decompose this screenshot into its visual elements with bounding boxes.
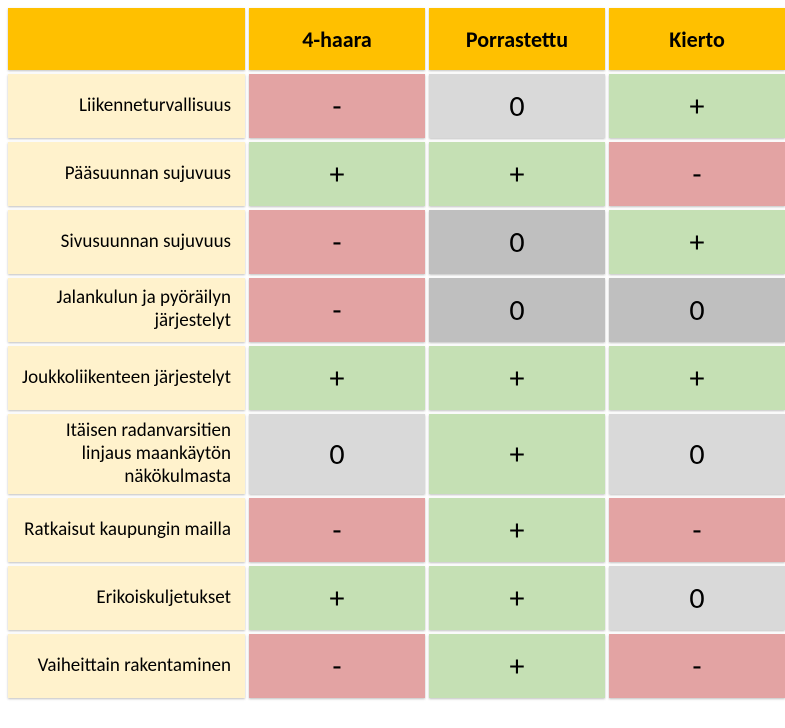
value-cell: + (429, 634, 605, 698)
value-cell: + (429, 498, 605, 562)
value-cell: + (249, 566, 425, 630)
table-row: Sivusuunnan sujuvuus-0+ (8, 210, 785, 274)
table-row: Itäisen radanvarsitien linjaus maankäytö… (8, 414, 785, 494)
value-cell: - (609, 142, 785, 206)
table-body: Liikenneturvallisuus-0+Pääsuunnan sujuvu… (8, 74, 785, 698)
value-cell: - (249, 210, 425, 274)
table-row: Ratkaisut kaupungin mailla-+- (8, 498, 785, 562)
header-col-1: 4-haara (249, 8, 425, 70)
value-cell: - (249, 74, 425, 138)
value-cell: + (609, 346, 785, 410)
row-label: Vaiheittain rakentaminen (8, 634, 245, 698)
table-row: Jalankulun ja pyöräilyn järjestelyt-00 (8, 278, 785, 342)
comparison-table: 4-haara Porrastettu Kierto Liikenneturva… (4, 4, 785, 702)
value-cell: + (429, 142, 605, 206)
row-label: Joukkoliikenteen järjestelyt (8, 346, 245, 410)
table-row: Joukkoliikenteen järjestelyt+++ (8, 346, 785, 410)
header-row: 4-haara Porrastettu Kierto (8, 8, 785, 70)
value-cell: + (429, 566, 605, 630)
header-col-3: Kierto (609, 8, 785, 70)
value-cell: + (249, 142, 425, 206)
value-cell: + (609, 210, 785, 274)
value-cell: - (249, 278, 425, 342)
table-row: Liikenneturvallisuus-0+ (8, 74, 785, 138)
row-label: Pääsuunnan sujuvuus (8, 142, 245, 206)
value-cell: - (609, 634, 785, 698)
header-col-2: Porrastettu (429, 8, 605, 70)
table-row: Pääsuunnan sujuvuus++- (8, 142, 785, 206)
table-row: Erikoiskuljetukset++0 (8, 566, 785, 630)
value-cell: 0 (249, 414, 425, 494)
value-cell: + (609, 74, 785, 138)
value-cell: 0 (429, 210, 605, 274)
value-cell: - (249, 498, 425, 562)
value-cell: 0 (609, 414, 785, 494)
value-cell: + (249, 346, 425, 410)
row-label: Sivusuunnan sujuvuus (8, 210, 245, 274)
header-empty (8, 8, 245, 70)
value-cell: 0 (429, 74, 605, 138)
row-label: Erikoiskuljetukset (8, 566, 245, 630)
row-label: Ratkaisut kaupungin mailla (8, 498, 245, 562)
row-label: Jalankulun ja pyöräilyn järjestelyt (8, 278, 245, 342)
row-label: Itäisen radanvarsitien linjaus maankäytö… (8, 414, 245, 494)
table-row: Vaiheittain rakentaminen-+- (8, 634, 785, 698)
row-label: Liikenneturvallisuus (8, 74, 245, 138)
value-cell: 0 (429, 278, 605, 342)
value-cell: - (249, 634, 425, 698)
value-cell: + (429, 414, 605, 494)
value-cell: - (609, 498, 785, 562)
value-cell: 0 (609, 566, 785, 630)
value-cell: + (429, 346, 605, 410)
value-cell: 0 (609, 278, 785, 342)
